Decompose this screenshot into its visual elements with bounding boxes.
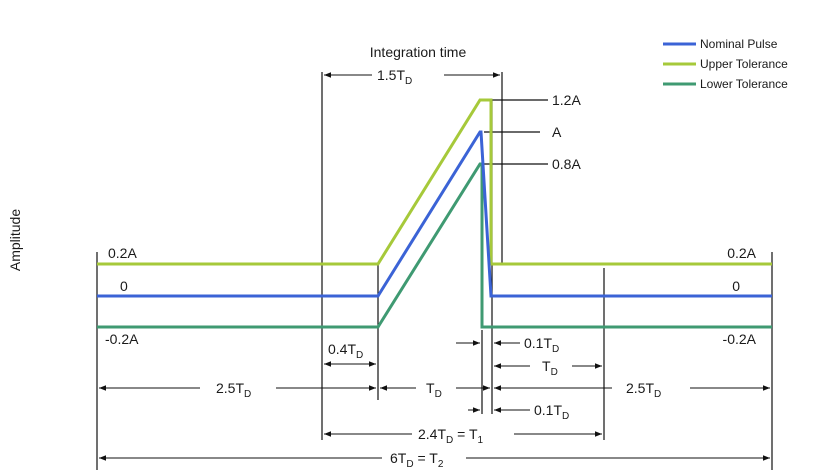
t2-label: 6TD = T2 [390,450,444,470]
rise-offset-label: 0.4TD [328,341,363,361]
fall-lower-label: 0.1TD [534,402,569,422]
upper-tolerance-trace [97,98,772,266]
integration-dimension-label: 1.5TD [377,67,412,87]
fall-upper-label: 0.1TD [524,335,559,355]
level-lower-right: -0.2A [723,331,757,347]
level-upper-right: 0.2A [727,245,756,261]
y-axis-label: Amplitude [7,209,23,271]
reference-lines [96,72,773,470]
left-flat-label: 2.5TD [216,380,251,400]
pulse-label: TD [426,380,442,400]
peak-lower-label: 0.8A [552,156,581,172]
integration-time-title: Integration time [370,44,467,60]
level-zero-left: 0 [120,278,128,294]
nominal-pulse-trace [97,130,772,298]
level-zero-right: 0 [732,278,740,294]
level-upper-left: 0.2A [108,245,137,261]
legend-label-nominal: Nominal Pulse [700,37,778,51]
after-fall-label: TD [542,358,558,378]
t1-label: 2.4TD = T1 [418,426,484,446]
lower-tolerance-trace [97,162,772,329]
level-lower-left: -0.2A [105,331,139,347]
legend: Nominal Pulse Upper Tolerance Lower Tole… [663,37,788,91]
legend-label-upper: Upper Tolerance [700,57,788,71]
legend-label-lower: Lower Tolerance [700,77,788,91]
right-flat-label: 2.5TD [626,380,661,400]
peak-upper-label: 1.2A [552,92,581,108]
peak-nominal-label: A [552,124,562,140]
